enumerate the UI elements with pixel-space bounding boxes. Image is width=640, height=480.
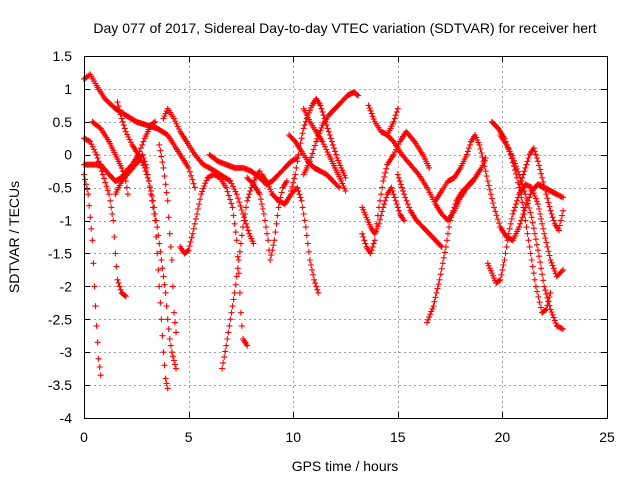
y-tick-label: 0.5 bbox=[53, 114, 73, 130]
series-markers bbox=[177, 171, 251, 349]
y-tick-label: -2.5 bbox=[48, 311, 72, 327]
y-axis-label: SDTVAR / TECUs bbox=[6, 181, 22, 293]
series-arc-19 bbox=[359, 184, 408, 237]
y-tick-label: 1 bbox=[64, 81, 72, 97]
series-markers bbox=[112, 151, 171, 392]
series-arc-10 bbox=[177, 171, 251, 349]
y-tick-labels: 1.5 1 0.5 0 -0.5 -1 -1.5 -2 -2.5 -3 -3.5 -4 bbox=[48, 48, 72, 426]
y-tick-label: -4 bbox=[60, 410, 73, 426]
series-arc-17 bbox=[300, 89, 362, 178]
series-markers bbox=[300, 105, 349, 194]
series-markers bbox=[424, 155, 489, 326]
y-tick-label: -2 bbox=[60, 278, 73, 294]
x-tick-label: 10 bbox=[285, 429, 301, 445]
series-arc-23 bbox=[394, 171, 445, 250]
series-markers bbox=[244, 174, 290, 263]
series-arc-8 bbox=[156, 141, 179, 336]
series-markers bbox=[497, 132, 567, 333]
y-tick-label: 0 bbox=[64, 147, 72, 163]
series-markers bbox=[156, 141, 179, 336]
series-markers bbox=[394, 171, 445, 250]
x-axis-label: GPS time / hours bbox=[292, 458, 399, 474]
data-series bbox=[81, 71, 567, 392]
series-arc-29 bbox=[516, 145, 567, 234]
x-tick-label: 25 bbox=[599, 429, 615, 445]
x-tick-labels: 0 5 10 15 20 25 bbox=[80, 429, 615, 445]
series-arc-28 bbox=[497, 132, 567, 333]
x-tick-label: 0 bbox=[80, 429, 88, 445]
series-arc-16 bbox=[286, 132, 343, 191]
series-markers bbox=[219, 168, 263, 372]
x-tick-label: 20 bbox=[495, 429, 511, 445]
y-tick-label: 1.5 bbox=[53, 48, 73, 64]
series-arc-20 bbox=[359, 128, 433, 257]
chart-title: Day 077 of 2017, Sidereal Day-to-day VTE… bbox=[93, 20, 596, 36]
y-tick-label: -1.5 bbox=[48, 245, 72, 261]
series-markers bbox=[300, 89, 362, 178]
series-markers bbox=[286, 132, 343, 191]
y-tick-label: -1 bbox=[60, 213, 73, 229]
series-markers bbox=[288, 95, 349, 194]
series-markers bbox=[516, 145, 567, 234]
y-tick-label: -3.5 bbox=[48, 377, 72, 393]
series-arc-7 bbox=[112, 151, 171, 392]
series-arc-13 bbox=[244, 174, 290, 263]
series-arc-14 bbox=[258, 171, 322, 296]
axis-ticks bbox=[84, 56, 608, 419]
x-tick-label: 5 bbox=[185, 429, 193, 445]
series-arc-18 bbox=[300, 105, 349, 194]
series-markers bbox=[432, 132, 567, 244]
series-markers bbox=[359, 128, 433, 257]
y-tick-label: -0.5 bbox=[48, 180, 72, 196]
grid-lines bbox=[84, 56, 607, 418]
series-arc-15 bbox=[288, 95, 349, 194]
x-tick-label: 15 bbox=[390, 429, 406, 445]
series-markers bbox=[359, 184, 408, 237]
series-arc-24 bbox=[424, 155, 489, 326]
series-arc-11 bbox=[219, 168, 263, 372]
y-tick-label: -3 bbox=[60, 344, 73, 360]
series-arc-25 bbox=[432, 132, 567, 244]
plot-frame bbox=[84, 56, 608, 419]
series-markers bbox=[365, 102, 401, 138]
series-arc-21 bbox=[365, 102, 401, 138]
series-markers bbox=[258, 171, 322, 296]
